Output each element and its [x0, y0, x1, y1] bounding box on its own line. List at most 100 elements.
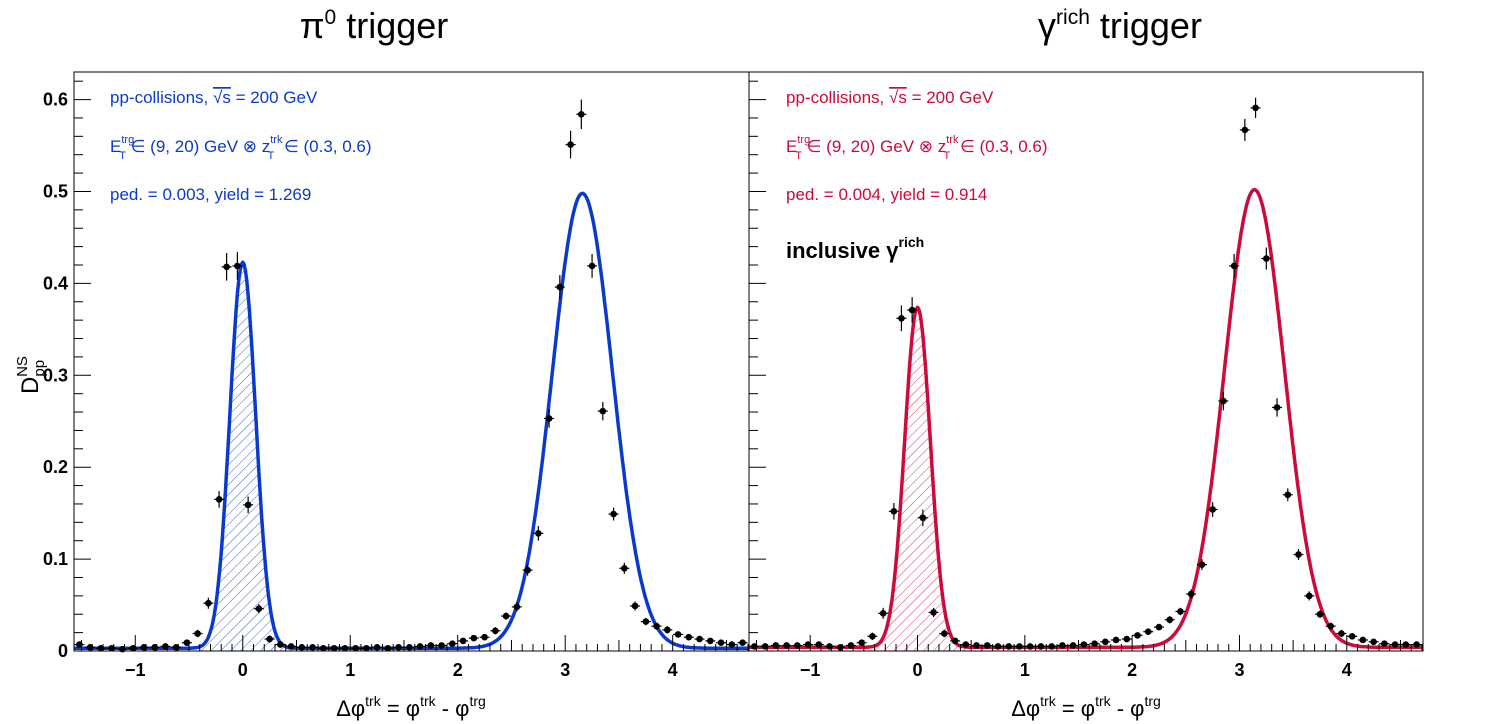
annotations-left: pp-collisions, √s = 200 GeV Etrg T ∈ (9, … [110, 88, 372, 204]
data-point [1400, 641, 1411, 648]
data-point [382, 644, 393, 652]
x-tick-label: 4 [1342, 660, 1352, 680]
data-point [1261, 247, 1272, 270]
collision-label-right: pp-collisions, √s = 200 GeV [786, 88, 994, 107]
data-point [1207, 502, 1218, 517]
x-tick-label: 1 [1020, 660, 1030, 680]
data-point [694, 635, 705, 643]
data-point [214, 491, 225, 508]
data-point [501, 612, 512, 620]
data-point [673, 631, 684, 638]
kinematic-range-left: Etrg T ∈ (9, 20) GeV ⊗ ztrk T ∈ (0.3, 0.6) [110, 134, 372, 162]
data-point [221, 253, 232, 281]
data-point [458, 637, 469, 645]
data-point [939, 629, 950, 638]
data-point [1153, 623, 1164, 631]
near-side-hatch [869, 307, 966, 651]
axes-right: −1 0 1 2 3 4 [749, 80, 1423, 680]
panel-pi0-trigger: −1 0 1 2 3 4 0 0.1 0.2 0.3 0.4 0.5 0.6 pp-collisions… [43, 71, 750, 680]
data-point [1175, 607, 1186, 616]
data-point [203, 597, 214, 609]
data-point [1282, 488, 1293, 502]
data-point [1347, 632, 1358, 640]
data-point [1100, 638, 1111, 646]
data-point [950, 637, 961, 645]
x-axis-label-right: Δφtrk = φtrk - φtrg [1011, 693, 1161, 721]
collision-label-left: pp-collisions, √s = 200 GeV [110, 88, 318, 107]
x-tick-label: 4 [668, 660, 678, 680]
data-point [608, 507, 619, 521]
data-point [1068, 642, 1079, 649]
data-point [1390, 641, 1401, 648]
x-tick-label: 1 [345, 660, 355, 680]
x-tick-label: −1 [800, 660, 821, 680]
y-tick-label: 0.6 [43, 90, 68, 110]
data-point [1229, 253, 1240, 278]
data-point [726, 641, 737, 648]
data-point [436, 642, 447, 649]
y-axis-label: DppNS [14, 356, 48, 394]
data-point [468, 634, 479, 642]
data-point [286, 643, 297, 650]
data-point [339, 644, 350, 652]
x-axis-label-left: Δφtrk = φtrk - φtrg [336, 693, 486, 721]
data-point [1003, 643, 1014, 650]
data-point [264, 635, 275, 643]
frame-right [748, 71, 1424, 652]
data-point [1132, 632, 1143, 639]
data-point [1314, 610, 1325, 618]
data-point [619, 562, 630, 574]
data-point [1336, 629, 1347, 638]
annotations-right: pp-collisions, √s = 200 GeV Etrg T ∈ (9, … [786, 88, 1048, 263]
data-point [307, 644, 318, 651]
data-point [587, 253, 598, 278]
data-point [907, 297, 918, 323]
data-point [1368, 638, 1379, 646]
data-point [705, 637, 716, 645]
data-point [1357, 636, 1368, 644]
data-point [372, 644, 383, 651]
data-point [1089, 640, 1100, 647]
data-point [181, 639, 192, 647]
x-tick-label: −1 [125, 660, 146, 680]
data-point [350, 644, 361, 652]
data-point [415, 643, 426, 650]
data-point [1121, 635, 1132, 643]
data-point [960, 641, 971, 648]
inclusive-label: inclusive γrich [786, 234, 924, 263]
data-point [630, 601, 641, 611]
y-tick-label: 0.1 [43, 549, 68, 569]
data-point [490, 627, 501, 635]
data-point [296, 644, 307, 651]
panel-title-pi0: π0 trigger [300, 5, 449, 46]
data-point [404, 644, 415, 651]
x-tick-label: 2 [1127, 660, 1137, 680]
data-point [1164, 616, 1175, 624]
data-point [1196, 559, 1207, 571]
x-tick-label: 3 [1234, 660, 1244, 680]
plot-area-left [73, 99, 750, 653]
data-point [1035, 643, 1046, 650]
x-tick-label: 0 [238, 660, 248, 680]
data-point [544, 409, 555, 428]
data-point [1057, 642, 1068, 649]
data-point [1293, 548, 1304, 561]
data-point [253, 604, 264, 614]
data-point [992, 643, 1003, 650]
data-point [425, 642, 436, 649]
data-point [1250, 97, 1261, 118]
x-tick-label: 0 [912, 660, 922, 680]
data-point [232, 252, 243, 280]
data-point [982, 642, 993, 649]
data-point [361, 644, 372, 652]
data-point [447, 640, 458, 647]
data-point [522, 564, 533, 576]
data-point [565, 130, 576, 159]
data-point [1078, 641, 1089, 648]
data-point [329, 644, 340, 652]
frame-left [73, 71, 750, 652]
kinematic-range-right: Etrg T ∈ (9, 20) GeV ⊗ ztrk T ∈ (0.3, 0.6) [786, 134, 1048, 162]
data-point [928, 607, 939, 617]
y-tick-label: 0.5 [43, 181, 68, 201]
